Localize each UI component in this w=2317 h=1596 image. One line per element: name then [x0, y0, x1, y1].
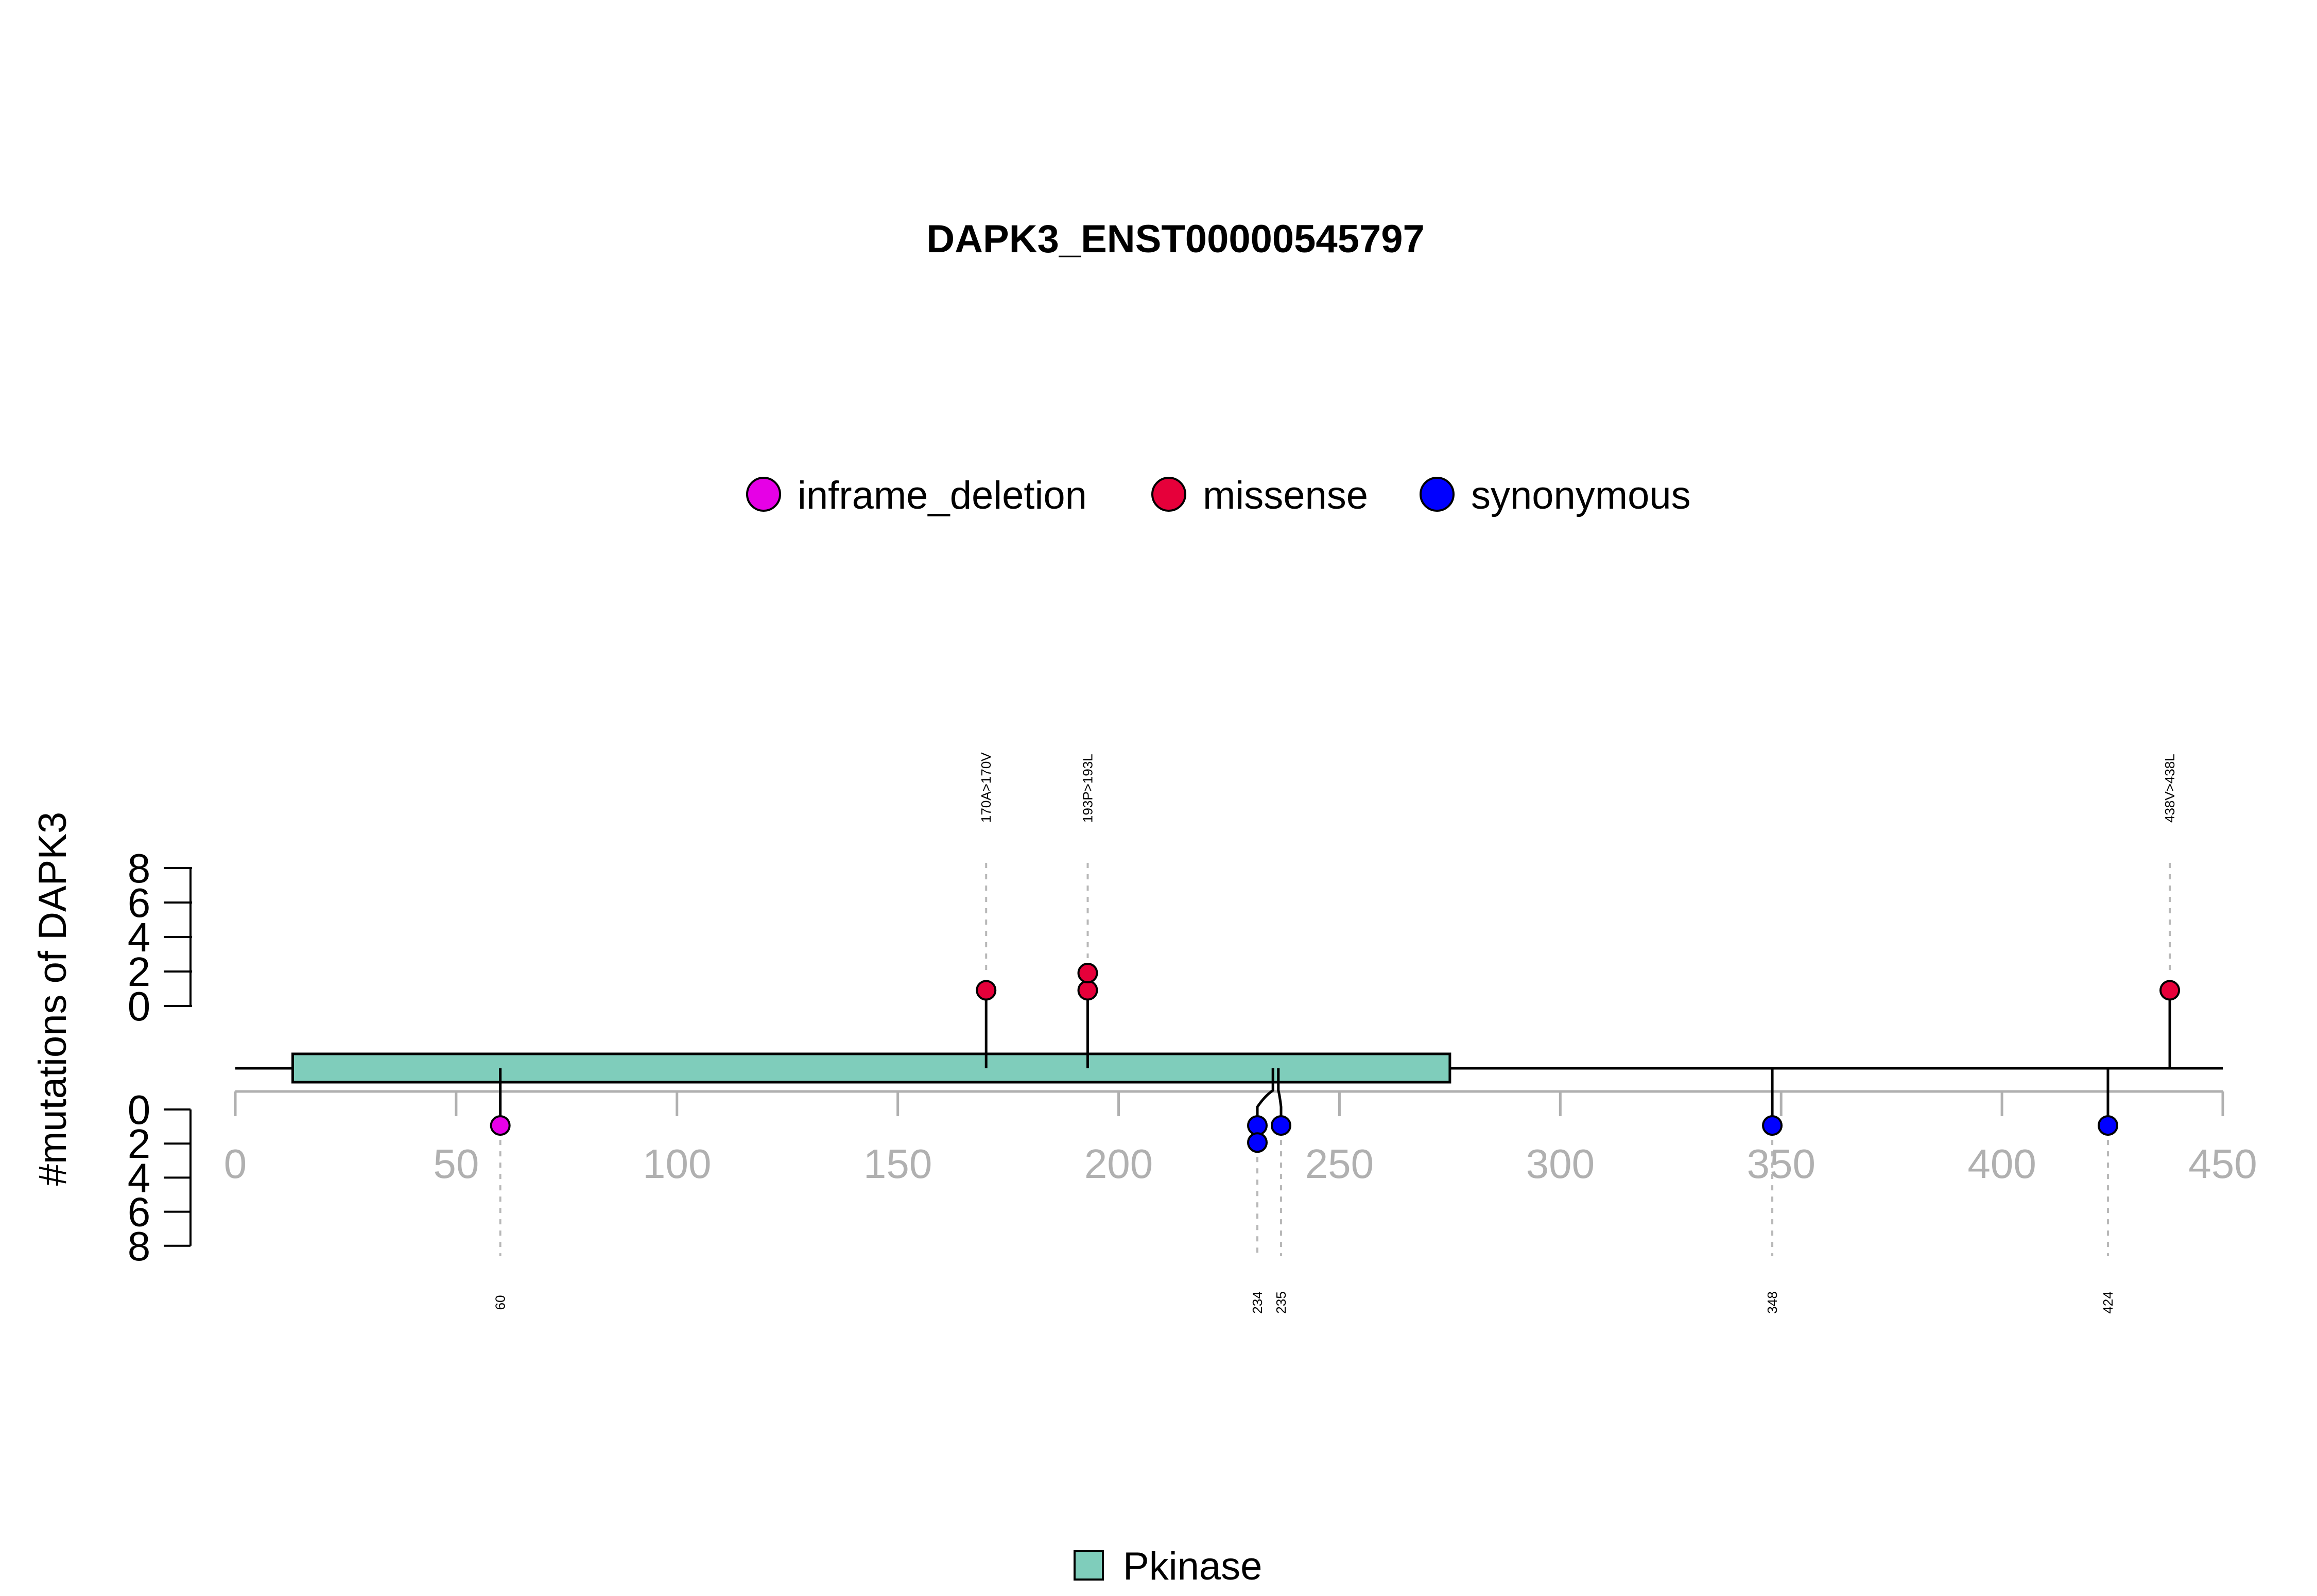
y-tick-label-top-2: 2 — [128, 949, 151, 995]
mutation-point-348-1 — [1762, 1115, 1783, 1136]
mutation-label-438: 438V>438L — [2162, 754, 2177, 823]
x-tick-label-350: 350 — [1747, 1141, 1815, 1187]
domain-legend-swatch-Pkinase — [1074, 1550, 1104, 1581]
x-tick-label-400: 400 — [1967, 1141, 2036, 1187]
y-axis-label: #mutations of DAPK3 — [31, 812, 75, 1186]
y-tick-label-bottom-0: 0 — [128, 1087, 151, 1133]
x-tick-label-450: 450 — [2188, 1141, 2257, 1187]
mutation-label-234: 234 — [1250, 1291, 1265, 1313]
legend-label-missense: missense — [1203, 474, 1368, 517]
x-tick-label-50: 50 — [433, 1141, 479, 1187]
mutation-point-234-1 — [1247, 1115, 1268, 1136]
y-tick-label-top-8: 8 — [128, 845, 151, 891]
y-tick-label-top-6: 6 — [128, 880, 151, 926]
y-tick-label-bottom-8: 8 — [128, 1223, 151, 1269]
domain-Pkinase — [291, 1052, 1451, 1084]
chart-title: DAPK3_ENST00000545797 — [926, 217, 1425, 261]
domains — [291, 1052, 1451, 1084]
y-tick-label-top-4: 4 — [128, 914, 151, 960]
mutation-point-60-1 — [490, 1115, 511, 1136]
mutation-label-60: 60 — [493, 1295, 508, 1310]
y-tick-label-top-0: 0 — [128, 983, 151, 1029]
x-tick-label-150: 150 — [863, 1141, 932, 1187]
x-tick-label-300: 300 — [1526, 1141, 1595, 1187]
x-tick-label-250: 250 — [1305, 1141, 1374, 1187]
domain-legend: Pkinase — [1074, 1545, 1262, 1588]
y-tick-label-bottom-4: 4 — [128, 1155, 151, 1201]
stem-bottom-235 — [1277, 1068, 1283, 1116]
y-tick-label-bottom-2: 2 — [128, 1121, 151, 1167]
mutation-point-235-1 — [1271, 1115, 1291, 1136]
stem-bottom-234 — [1256, 1068, 1274, 1116]
x-tick-label-0: 0 — [224, 1141, 247, 1187]
legend-marker-synonymous — [1420, 477, 1455, 512]
mutation-label-424: 424 — [2100, 1291, 2116, 1313]
mutation-point-193-1 — [1077, 980, 1098, 1001]
legend: inframe_deletion missense synonymous — [746, 474, 1691, 517]
legend-marker-missense — [1151, 477, 1186, 512]
legend-label-inframe_deletion: inframe_deletion — [798, 474, 1087, 517]
mutation-point-438-1 — [2159, 980, 2181, 1001]
mutation-point-193-2 — [1077, 963, 1098, 983]
mutation-point-234-2 — [1247, 1132, 1268, 1153]
mutation-label-348: 348 — [1765, 1291, 1780, 1313]
mutation-point-424-1 — [2097, 1115, 2118, 1136]
lollipops-top: 170A>170V 193P>193L 438V>438L — [976, 752, 2181, 1068]
y-tick-label-bottom-6: 6 — [128, 1189, 151, 1235]
lollipops-bottom: 60 234 235 348 424 — [490, 1068, 2118, 1314]
x-tick-label-200: 200 — [1084, 1141, 1153, 1187]
x-tick-label-100: 100 — [643, 1141, 711, 1187]
legend-marker-inframe_deletion — [746, 477, 781, 512]
x-axis: 0 50 100 150 200 250 300 350 400 450 — [224, 1090, 2257, 1187]
domain-legend-label-Pkinase: Pkinase — [1123, 1545, 1262, 1588]
mutation-label-193: 193P>193L — [1080, 754, 1096, 823]
legend-label-synonymous: synonymous — [1471, 474, 1691, 517]
mutation-label-235: 235 — [1273, 1291, 1289, 1313]
mutation-label-170: 170A>170V — [978, 752, 994, 823]
mutation-point-170-1 — [976, 980, 997, 1001]
